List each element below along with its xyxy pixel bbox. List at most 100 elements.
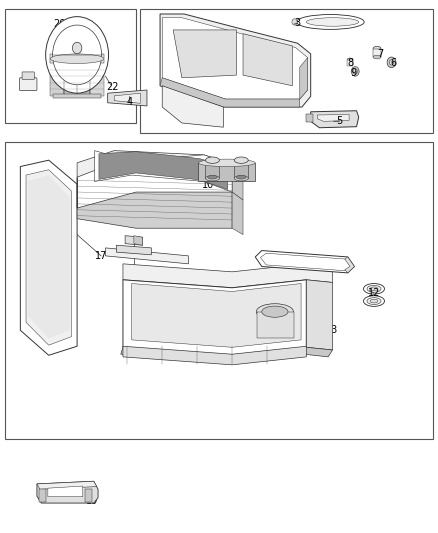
Polygon shape (232, 192, 243, 235)
Polygon shape (77, 151, 232, 177)
Bar (373, 49, 381, 57)
Bar (77, 63, 91, 96)
Ellipse shape (297, 14, 364, 29)
Polygon shape (123, 264, 332, 288)
Text: 8: 8 (347, 59, 353, 68)
Ellipse shape (198, 159, 255, 166)
Polygon shape (123, 280, 306, 356)
Circle shape (46, 17, 109, 93)
Ellipse shape (364, 284, 385, 294)
Ellipse shape (234, 157, 248, 164)
Text: 6: 6 (391, 59, 397, 68)
Polygon shape (162, 18, 307, 99)
FancyBboxPatch shape (22, 72, 34, 79)
Bar (257, 312, 293, 338)
Text: 5: 5 (336, 116, 342, 126)
Polygon shape (123, 346, 306, 365)
Ellipse shape (208, 175, 217, 179)
Ellipse shape (234, 175, 248, 181)
Polygon shape (134, 236, 143, 245)
Bar (91, 63, 104, 96)
Polygon shape (160, 14, 311, 107)
Bar (306, 115, 313, 123)
Polygon shape (121, 348, 332, 362)
Ellipse shape (373, 46, 381, 51)
Circle shape (387, 57, 396, 68)
Text: 3: 3 (294, 18, 300, 28)
Polygon shape (48, 486, 83, 497)
Circle shape (72, 42, 82, 54)
Text: 15: 15 (143, 308, 155, 318)
Text: 12: 12 (368, 288, 380, 298)
Bar (140, 9, 433, 133)
Polygon shape (162, 86, 223, 127)
Text: 19: 19 (86, 496, 99, 506)
Polygon shape (28, 175, 70, 338)
Polygon shape (106, 248, 188, 264)
Polygon shape (26, 169, 71, 345)
Bar (50, 63, 64, 96)
Ellipse shape (306, 18, 359, 26)
Text: 22: 22 (106, 82, 118, 92)
Bar (205, 160, 219, 178)
Polygon shape (117, 245, 151, 255)
Polygon shape (108, 90, 147, 106)
Ellipse shape (370, 299, 378, 303)
Ellipse shape (50, 54, 104, 63)
Polygon shape (99, 152, 228, 189)
Ellipse shape (262, 306, 288, 317)
Text: 17: 17 (95, 251, 107, 261)
Polygon shape (232, 164, 243, 200)
Text: 21: 21 (23, 81, 35, 91)
Polygon shape (160, 78, 300, 107)
Polygon shape (132, 284, 301, 348)
Polygon shape (37, 481, 97, 489)
Polygon shape (77, 177, 232, 228)
Ellipse shape (373, 55, 381, 59)
Polygon shape (311, 111, 359, 128)
Text: 4: 4 (127, 96, 133, 107)
Bar (198, 163, 255, 181)
Bar (53, 94, 101, 98)
Polygon shape (173, 30, 237, 78)
Ellipse shape (205, 157, 219, 164)
Polygon shape (114, 93, 141, 103)
Polygon shape (317, 115, 349, 122)
Bar (347, 60, 353, 66)
Bar (50, 54, 104, 63)
Polygon shape (345, 257, 354, 273)
Text: 11: 11 (313, 257, 325, 267)
Polygon shape (125, 236, 143, 245)
Text: 7: 7 (378, 49, 384, 59)
Polygon shape (255, 251, 354, 273)
Text: 18: 18 (234, 171, 246, 181)
Ellipse shape (347, 58, 353, 61)
Bar (39, 489, 46, 502)
FancyBboxPatch shape (19, 78, 37, 91)
Text: 20: 20 (53, 19, 66, 29)
Bar (5, 142, 433, 439)
Circle shape (389, 60, 394, 65)
Ellipse shape (370, 287, 378, 290)
Text: 1: 1 (231, 49, 237, 59)
Ellipse shape (256, 304, 293, 320)
Ellipse shape (364, 296, 385, 306)
Text: 14: 14 (233, 338, 245, 349)
Bar (234, 160, 248, 178)
Text: 10: 10 (202, 180, 214, 190)
Polygon shape (95, 151, 232, 192)
Polygon shape (300, 58, 307, 99)
Polygon shape (20, 160, 77, 356)
Ellipse shape (367, 297, 381, 304)
Polygon shape (306, 280, 332, 350)
Bar (64, 63, 77, 96)
Text: 16: 16 (128, 267, 140, 277)
Circle shape (53, 25, 102, 85)
Text: 2: 2 (212, 85, 218, 95)
Text: 9: 9 (350, 68, 357, 78)
Ellipse shape (205, 175, 219, 181)
Bar (85, 489, 92, 502)
Ellipse shape (367, 285, 381, 292)
Circle shape (351, 67, 359, 76)
Ellipse shape (237, 175, 246, 179)
